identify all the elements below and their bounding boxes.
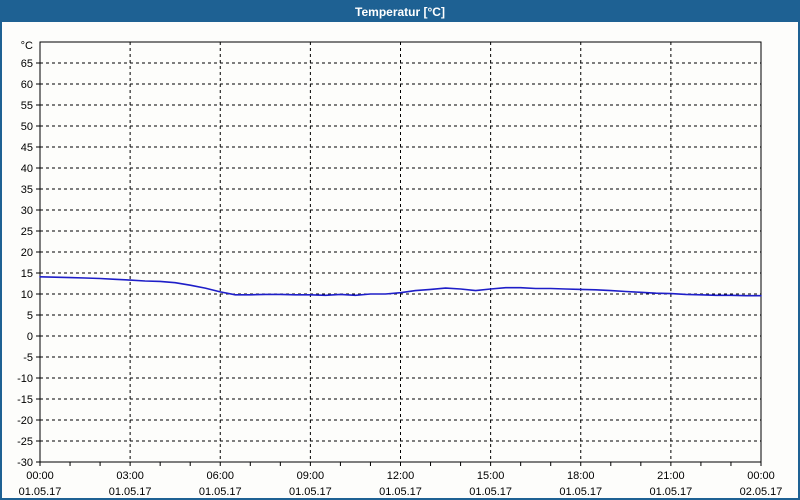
svg-text:-25: -25	[17, 436, 33, 448]
x-tick-time: 18:00	[567, 470, 595, 482]
x-tick-time: 12:00	[387, 470, 415, 482]
window-titlebar: Temperatur [°C]	[2, 2, 798, 22]
svg-text:30: 30	[21, 205, 33, 217]
svg-text:25: 25	[21, 226, 33, 238]
x-tick-date: 01.05.17	[109, 486, 152, 498]
svg-text:-30: -30	[17, 457, 33, 469]
x-tick-time: 15:00	[477, 470, 505, 482]
x-tick-date: 01.05.17	[199, 486, 242, 498]
x-axis-labels: 00:00 01.05.17 03:00 01.05.17 06:00 01.05.17 0…	[19, 470, 783, 498]
x-tick-time: 03:00	[116, 470, 144, 482]
x-tick-date: 01.05.17	[559, 486, 602, 498]
svg-text:-20: -20	[17, 415, 33, 427]
x-tick-time: 00:00	[747, 470, 775, 482]
window-title: Temperatur [°C]	[355, 5, 445, 19]
temperature-line	[39, 276, 762, 297]
x-tick-date: 01.05.17	[19, 486, 62, 498]
x-tick-date: 01.05.17	[379, 486, 422, 498]
svg-text:5: 5	[27, 310, 33, 322]
y-axis-labels: 65605550454035302520151050-5-10-15-20-25…	[17, 40, 40, 469]
x-tick-time: 00:00	[26, 470, 54, 482]
svg-text:45: 45	[21, 142, 33, 154]
chart-area: 65 60 55 50 45 40 35 30 25 20 15 10 5 0 -5 -10 -15 -20 -25…	[2, 22, 798, 498]
svg-text:40: 40	[21, 163, 33, 175]
svg-text:35: 35	[21, 184, 33, 196]
x-tick-time: 06:00	[206, 470, 234, 482]
svg-text:-10: -10	[17, 373, 33, 385]
x-tick-date: 01.05.17	[289, 486, 332, 498]
svg-text:50: 50	[21, 121, 33, 133]
y-axis-unit: °C	[21, 40, 33, 52]
svg-text:65: 65	[21, 58, 33, 70]
x-tick-date: 01.05.17	[469, 486, 512, 498]
svg-text:10: 10	[21, 289, 33, 301]
x-tick-time: 09:00	[297, 470, 325, 482]
svg-text:-15: -15	[17, 394, 33, 406]
svg-text:15: 15	[21, 268, 33, 280]
x-tick-time: 21:00	[657, 470, 685, 482]
x-tick-date: 02.05.17	[740, 486, 783, 498]
x-axis-ticks	[39, 462, 762, 466]
temperature-chart: 65605550454035302520151050-5-10-15-20-25…	[2, 22, 798, 498]
svg-text:60: 60	[21, 79, 33, 91]
x-tick-date: 01.05.17	[649, 486, 692, 498]
svg-text:0: 0	[27, 331, 33, 343]
svg-text:20: 20	[21, 247, 33, 259]
svg-text:55: 55	[21, 100, 33, 112]
svg-text:-5: -5	[23, 352, 33, 364]
x-gridlines	[129, 42, 672, 462]
